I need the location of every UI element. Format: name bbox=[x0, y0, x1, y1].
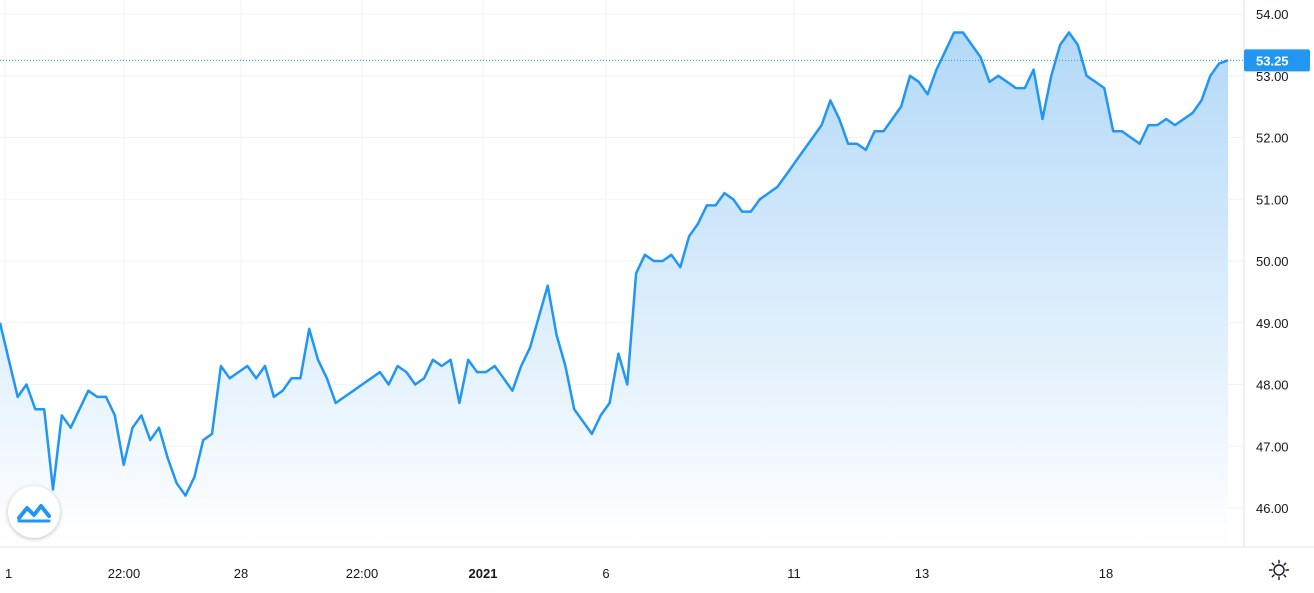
price-line bbox=[0, 31, 1229, 497]
x-tick-label: 22:00 bbox=[346, 566, 379, 581]
current-price-label: 53.25 bbox=[1256, 53, 1289, 68]
y-tick-label: 50.00 bbox=[1256, 254, 1289, 269]
time-axis[interactable]: 1 22:00 28 22:00 2021 6 11 13 18 bbox=[5, 566, 1113, 581]
y-tick-label: 49.00 bbox=[1256, 316, 1289, 331]
x-tick-label: 1 bbox=[5, 566, 12, 581]
x-tick-label: 13 bbox=[915, 566, 929, 581]
x-tick-label: 6 bbox=[602, 566, 609, 581]
y-tick-label: 51.00 bbox=[1256, 192, 1289, 207]
y-tick-label: 46.00 bbox=[1256, 501, 1289, 516]
x-tick-label: 22:00 bbox=[108, 566, 141, 581]
x-tick-label: 28 bbox=[234, 566, 248, 581]
x-tick-label: 18 bbox=[1099, 566, 1113, 581]
current-price-badge: 53.25 bbox=[1244, 49, 1310, 72]
x-tick-label: 2021 bbox=[469, 566, 498, 581]
y-tick-label: 54.00 bbox=[1256, 7, 1289, 22]
y-tick-label: 53.00 bbox=[1256, 69, 1289, 84]
chart-settings-button[interactable] bbox=[1264, 555, 1294, 585]
price-area-fill bbox=[0, 32, 1228, 547]
gear-icon bbox=[1268, 559, 1290, 581]
tradingview-logo-icon bbox=[17, 504, 51, 523]
y-tick-label: 47.00 bbox=[1256, 439, 1289, 454]
y-tick-label: 48.00 bbox=[1256, 378, 1289, 393]
y-tick-label: 52.00 bbox=[1256, 131, 1289, 146]
tradingview-logo-button[interactable] bbox=[8, 486, 60, 538]
x-tick-label: 11 bbox=[787, 566, 801, 581]
price-axis[interactable]: 54.00 53.00 52.00 51.00 50.00 49.00 48.00 47.00… bbox=[1256, 7, 1289, 516]
